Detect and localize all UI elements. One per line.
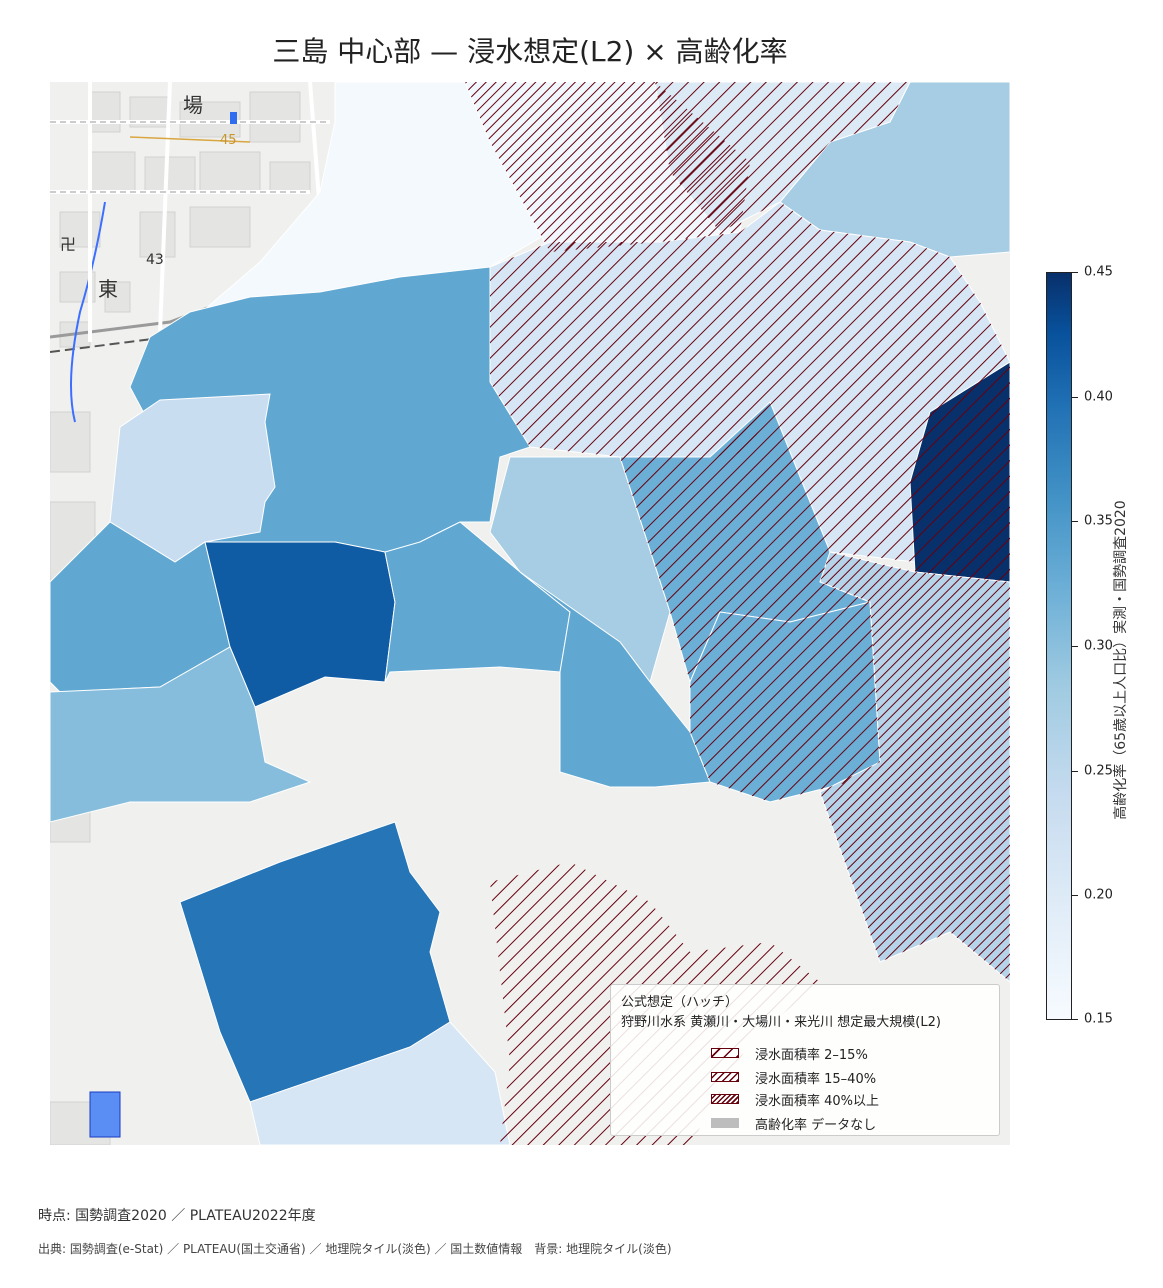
legend-title: 公式想定（ハッチ） xyxy=(621,995,739,1010)
legend-swatch-medium xyxy=(711,1072,739,1082)
colorbar-tick xyxy=(1072,895,1078,896)
footer-source: 出典: 国勢調査(e-Stat) ／ PLATEAU(国土交通省) ／ 地理院タ… xyxy=(38,1242,672,1256)
colorbar-tick-label: 0.45 xyxy=(1084,264,1113,280)
legend-label-dense: 浸水面積率 40%以上 xyxy=(755,1093,880,1109)
colorbar-tick-label: 0.30 xyxy=(1084,638,1113,654)
basemap-label-1: 場 xyxy=(183,93,203,117)
footer-timepoint: 時点: 国勢調査2020 ／ PLATEAU2022年度 xyxy=(38,1208,316,1224)
legend: 公式想定（ハッチ） 狩野川水系 黄瀬川・大場川・来光川 想定最大規模(L2) 浸… xyxy=(610,984,1000,1136)
map-title: 三島 中心部 — 浸水想定(L2) × 高齢化率 xyxy=(272,35,788,68)
region-south-light[interactable] xyxy=(249,1021,511,1145)
legend-swatch-sparse xyxy=(711,1048,739,1058)
legend-label-medium: 浸水面積率 15–40% xyxy=(755,1071,877,1087)
map-canvas[interactable]: 場 45 43 卍 東 xyxy=(50,82,1010,1145)
colorbar-tick-label: 0.35 xyxy=(1084,513,1113,529)
legend-label-nodata: 高齢化率 データなし xyxy=(755,1117,877,1133)
legend-item-nodata: 高齢化率 データなし xyxy=(711,1113,876,1133)
legend-subtitle: 狩野川水系 黄瀬川・大場川・来光川 想定最大規模(L2) xyxy=(621,1015,941,1030)
legend-item-sparse: 浸水面積率 2–15% xyxy=(711,1043,868,1063)
basemap-label-2: 45 xyxy=(220,133,237,148)
basemap-label-4: 卍 xyxy=(60,235,76,254)
colorbar-tick-label: 0.15 xyxy=(1084,1011,1113,1027)
colorbar-tick xyxy=(1072,397,1078,398)
colorbar-tick-label: 0.20 xyxy=(1084,887,1113,903)
colorbar xyxy=(1046,272,1072,1020)
legend-swatch-nodata xyxy=(711,1118,739,1128)
region-south-dark[interactable] xyxy=(179,821,451,1103)
colorbar-tick xyxy=(1072,1019,1078,1020)
colorbar-tick-label: 0.40 xyxy=(1084,389,1113,405)
region-center-mid2[interactable] xyxy=(519,571,711,788)
colorbar-tick xyxy=(1072,521,1078,522)
legend-item-medium: 浸水面積率 15–40% xyxy=(711,1067,876,1087)
colorbar-tick xyxy=(1072,771,1078,772)
region-center-south[interactable] xyxy=(50,646,312,823)
legend-item-dense: 浸水面積率 40%以上 xyxy=(711,1089,879,1109)
basemap-label-5: 東 xyxy=(98,277,118,301)
legend-label-sparse: 浸水面積率 2–15% xyxy=(755,1047,868,1063)
choropleth-map: 場 45 43 卍 東 xyxy=(50,82,1010,1145)
basemap-label-3: 43 xyxy=(146,252,164,268)
colorbar-tick xyxy=(1072,272,1078,273)
legend-swatch-dense xyxy=(711,1094,739,1104)
colorbar-tick xyxy=(1072,646,1078,647)
colorbar-label: 高齢化率（65歳以上人口比）実測・国勢調査2020 xyxy=(1113,500,1129,820)
colorbar-tick-label: 0.25 xyxy=(1084,763,1113,779)
